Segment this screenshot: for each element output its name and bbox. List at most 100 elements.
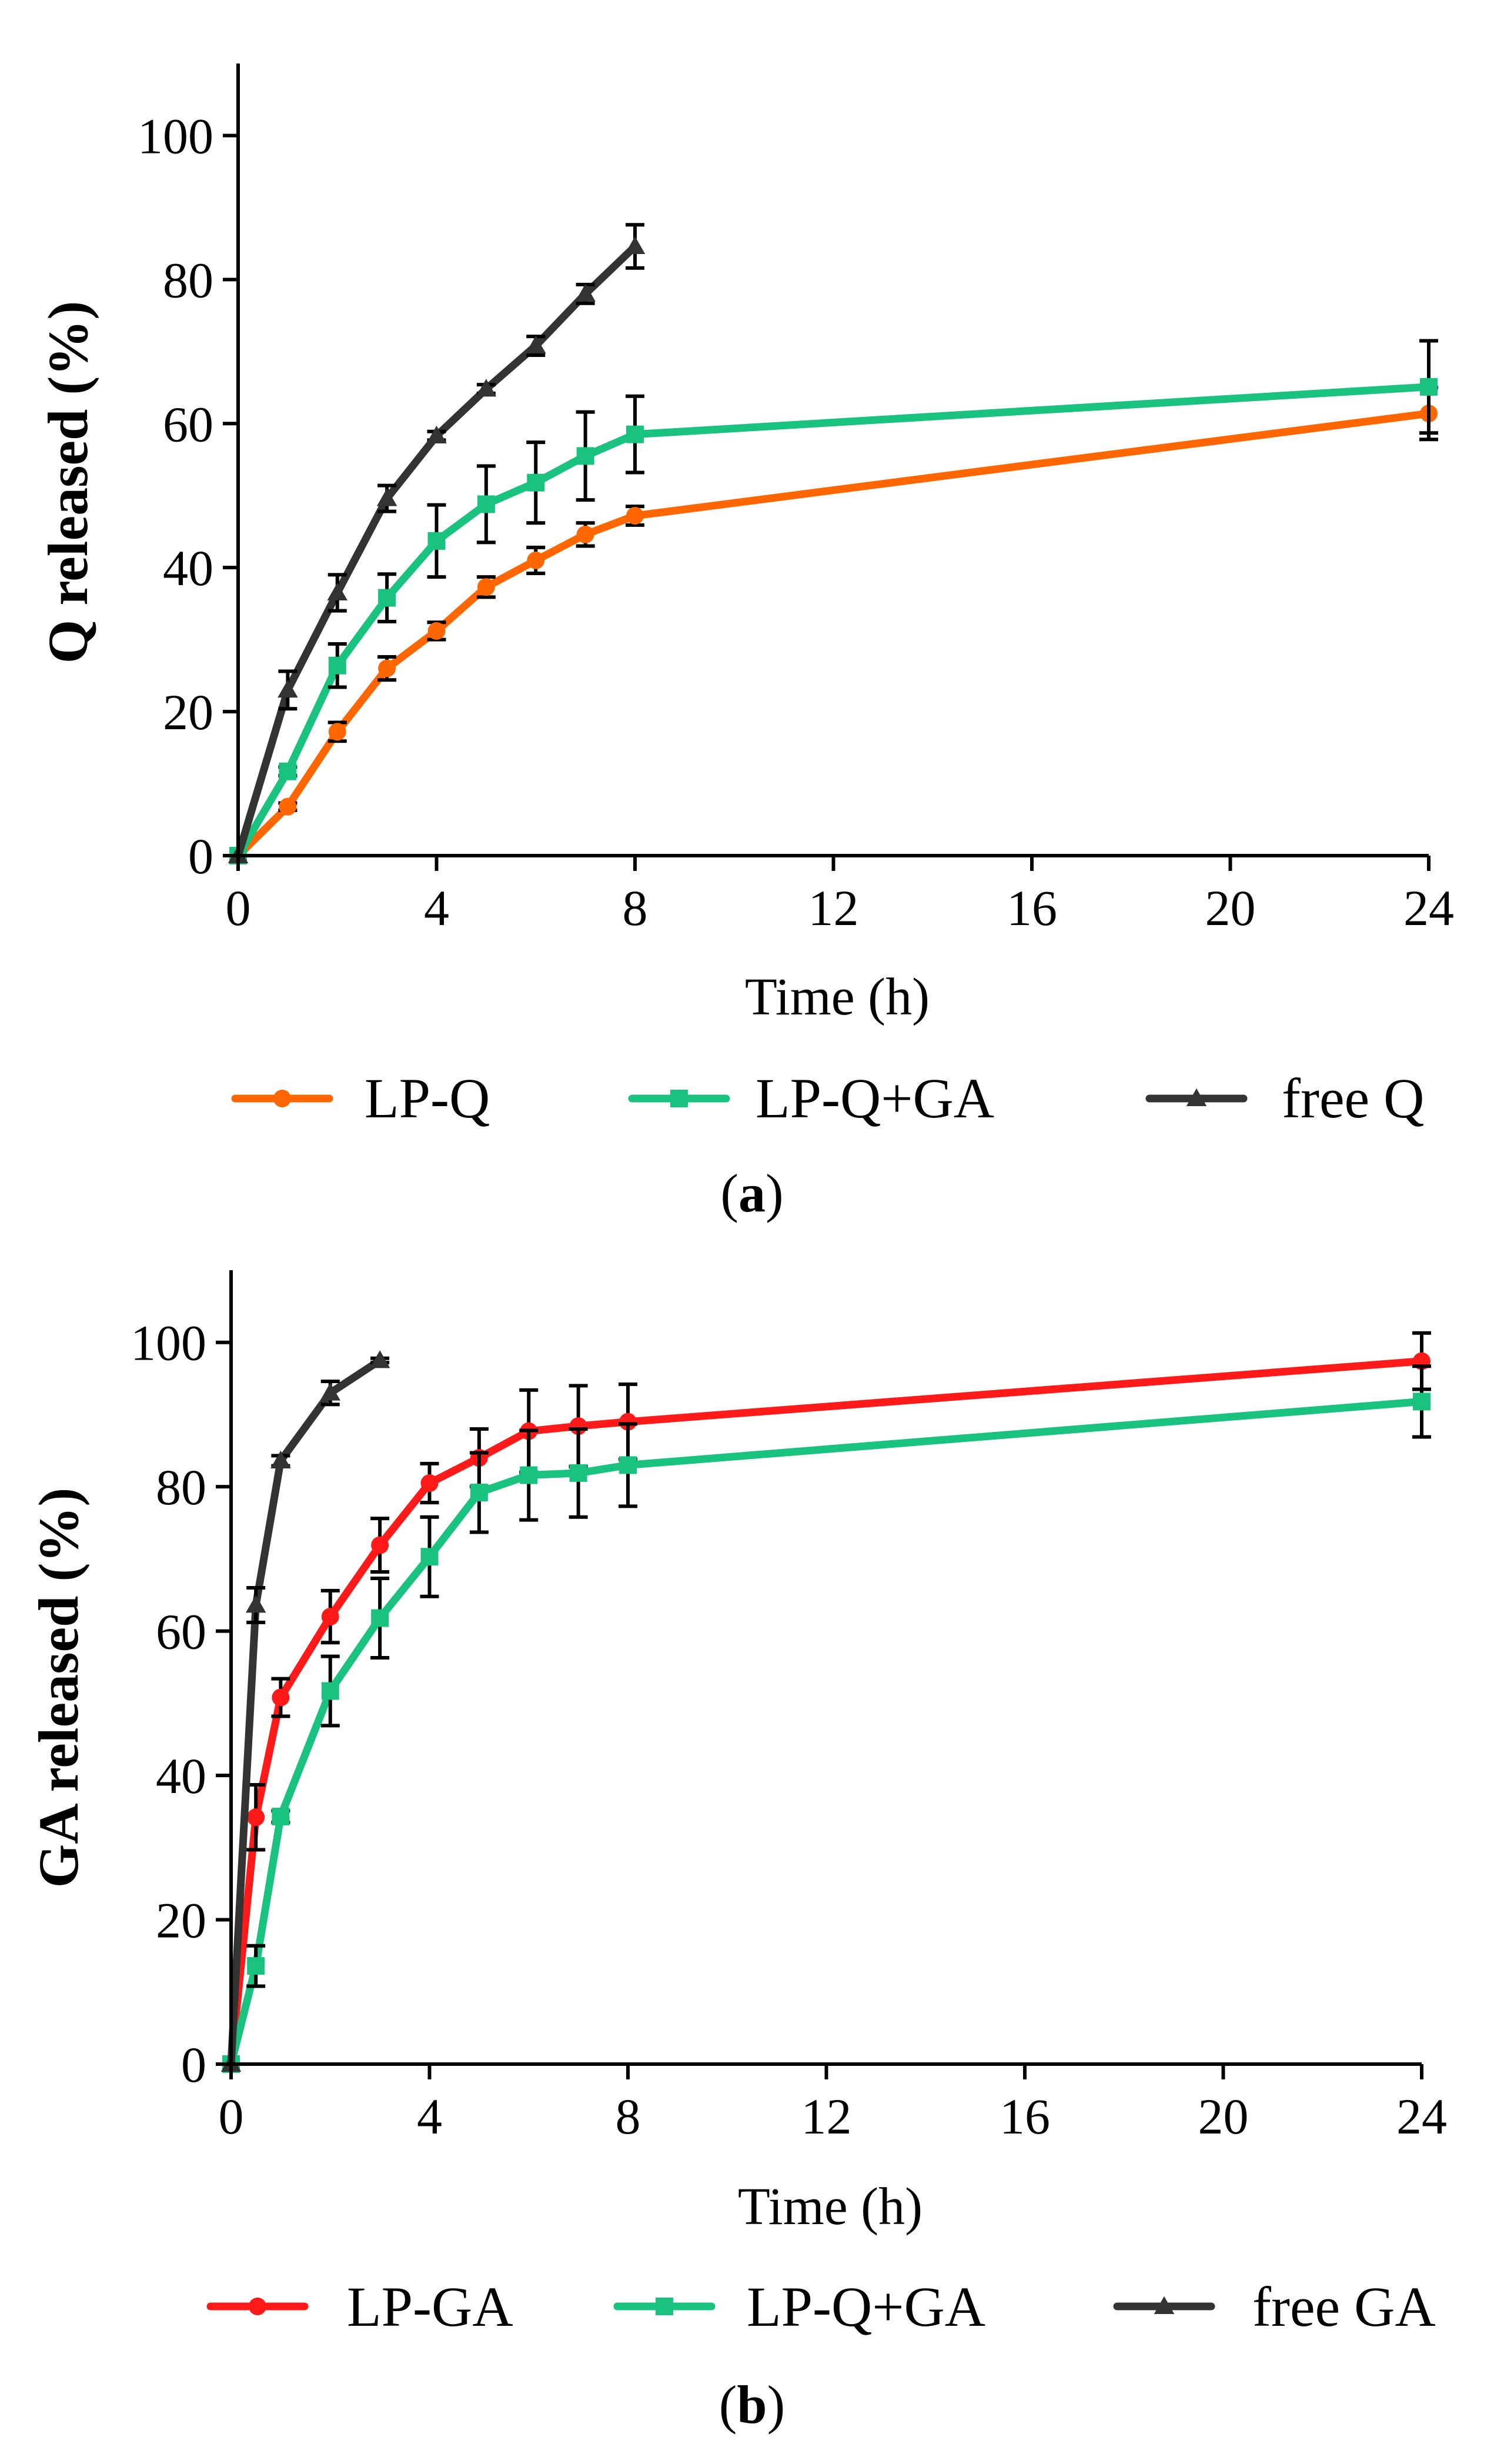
- data-point-lp-q-ga: [272, 1808, 290, 1826]
- legend-label-lp-q-ga: LP-Q+GA: [747, 2275, 985, 2338]
- panel-b-y-tick-label: 40: [156, 1748, 206, 1804]
- legend-item-lp-ga: LP-GA: [206, 2275, 513, 2338]
- legend-label-free-ga: free GA: [1252, 2275, 1436, 2338]
- legend-marker: [249, 2298, 266, 2315]
- legend-item-free-ga: free GA: [1113, 2275, 1436, 2338]
- chart-panel-a: 0 4 8 12 16 20 24 0 20 40 60 80 100 Time (h) Q relea…: [36, 64, 1454, 1223]
- data-point-free-q: [575, 283, 596, 302]
- panel-b-y-tick-label: 0: [181, 2036, 206, 2093]
- panel-a-y-tick-label: 20: [163, 684, 213, 740]
- legend-label-free-q: free Q: [1282, 1067, 1424, 1130]
- data-point-free-q: [376, 488, 397, 506]
- legend-marker: [273, 1090, 291, 1107]
- legend-label-lp-q: LP-Q: [365, 1067, 490, 1130]
- legend-swatch-free-q: [1145, 1088, 1248, 1106]
- data-point-lp-q-ga: [279, 762, 297, 780]
- panel-a-x-tick-label: 12: [808, 880, 859, 936]
- panel-b-y-tick-label: 100: [131, 1315, 206, 1371]
- panel-b-label-close: ): [767, 2375, 786, 2435]
- data-point-free-q: [327, 582, 347, 600]
- panel-b-y-tick-label: 60: [156, 1604, 206, 1660]
- data-point-lp-ga: [247, 1808, 265, 1827]
- data-point-lp-ga: [371, 1536, 389, 1554]
- data-point-lp-q: [279, 797, 297, 816]
- legend-label-lp-q-ga: LP-Q+GA: [756, 1067, 994, 1130]
- panel-a-x-tick-label: 0: [226, 880, 251, 936]
- panel-b-x-axis-title: Time (h): [738, 2178, 923, 2236]
- panel-a-label: (a): [720, 1163, 783, 1223]
- panel-b-label-open: (: [719, 2375, 737, 2435]
- legend-marker: [670, 1090, 688, 1107]
- panel-a-x-tick-label: 8: [623, 880, 648, 936]
- panel-b-x-tick-label: 20: [1198, 2088, 1249, 2145]
- panel-a-x-axis-title: Time (h): [745, 968, 930, 1026]
- panel-b-x-tick-label: 16: [1000, 2088, 1050, 2145]
- data-point-free-q: [476, 379, 497, 397]
- data-point-free-ga: [245, 1595, 266, 1613]
- chart-panel-b: 0 4 8 12 16 20 24 0 20 40 60 80 100 Time (h) GA rele…: [27, 1270, 1447, 2435]
- panel-a-label-close: ): [766, 1163, 784, 1223]
- data-point-lp-q-ga: [247, 1957, 265, 1975]
- data-point-lp-q: [328, 723, 346, 741]
- panel-a-x-tick-label: 16: [1007, 880, 1057, 936]
- panel-a-y-tick-label: 80: [163, 252, 213, 308]
- legend-item-lp-q: LP-Q: [231, 1067, 490, 1130]
- panel-a-plot-area: [228, 223, 1438, 864]
- legend-swatch-lp-q: [231, 1090, 333, 1107]
- data-point-lp-q: [477, 578, 495, 596]
- legend-swatch-lp-q-ga: [613, 2298, 716, 2315]
- data-point-lp-q: [378, 659, 396, 677]
- legend-swatch-lp-ga: [206, 2298, 309, 2315]
- panel-b-x-tick-label: 24: [1396, 2088, 1447, 2145]
- data-point-lp-q: [576, 525, 594, 543]
- panel-b-plot-area: [220, 1331, 1431, 2073]
- panel-b-axes: 0 4 8 12 16 20 24 0 20 40 60 80 100: [131, 1270, 1447, 2145]
- panel-a-x-tick-label: 4: [424, 880, 449, 936]
- panel-b-y-tick-label: 80: [156, 1459, 206, 1515]
- data-point-lp-q-ga: [626, 425, 644, 443]
- panel-a-y-tick-label: 0: [188, 828, 213, 884]
- data-point-free-ga: [270, 1450, 291, 1468]
- data-point-lp-q-ga: [569, 1464, 587, 1482]
- series-lp-q: [229, 386, 1438, 864]
- data-point-lp-q-ga: [527, 473, 545, 492]
- data-point-lp-q-ga: [328, 656, 346, 675]
- panel-a-x-tick-label: 20: [1205, 880, 1256, 936]
- panel-a-y-tick-label: 40: [163, 540, 213, 596]
- panel-a-y-tick-label: 60: [163, 396, 213, 452]
- data-point-lp-q: [527, 551, 545, 569]
- data-point-free-q: [624, 236, 646, 254]
- series-lp-q-ga: [229, 339, 1438, 864]
- panel-a-legend: LP-Q LP-Q+GA free Q: [231, 1067, 1424, 1130]
- legend-swatch-lp-q-ga: [628, 1090, 730, 1107]
- data-point-lp-q-ga: [477, 495, 495, 513]
- data-point-free-q: [278, 680, 298, 698]
- legend-marker: [656, 2298, 673, 2315]
- legend-item-lp-q-ga: LP-Q+GA: [628, 1067, 994, 1130]
- legend-item-free-q: free Q: [1145, 1067, 1424, 1130]
- data-point-lp-q-ga: [321, 1682, 339, 1700]
- data-point-lp-q-ga: [520, 1466, 538, 1484]
- data-point-lp-q: [427, 622, 446, 640]
- panel-b-legend: LP-GA LP-Q+GA free GA: [206, 2275, 1436, 2338]
- data-point-free-q: [526, 335, 546, 353]
- data-point-free-ga: [369, 1350, 390, 1368]
- data-point-lp-q: [626, 507, 644, 525]
- panel-a-axes: 0 4 8 12 16 20 24 0 20 40 60 80 100: [138, 64, 1454, 936]
- panel-b-x-tick-label: 8: [616, 2088, 641, 2145]
- data-point-lp-ga: [321, 1608, 339, 1626]
- legend-marker: [1186, 1088, 1207, 1106]
- series-line-lp-q-ga: [234, 383, 1433, 860]
- panel-a-x-tick-label: 24: [1403, 880, 1454, 936]
- data-point-lp-q-ga: [371, 1609, 389, 1627]
- series-line-lp-q: [234, 409, 1433, 860]
- data-point-lp-q-ga: [576, 447, 594, 465]
- panel-b-label-letter: b: [737, 2375, 767, 2435]
- data-point-lp-ga: [272, 1688, 290, 1707]
- data-point-lp-q-ga: [420, 1548, 439, 1566]
- panel-a-y-tick-label: 100: [138, 108, 213, 164]
- data-point-lp-q-ga: [378, 589, 396, 607]
- data-point-lp-q-ga: [1413, 1393, 1431, 1411]
